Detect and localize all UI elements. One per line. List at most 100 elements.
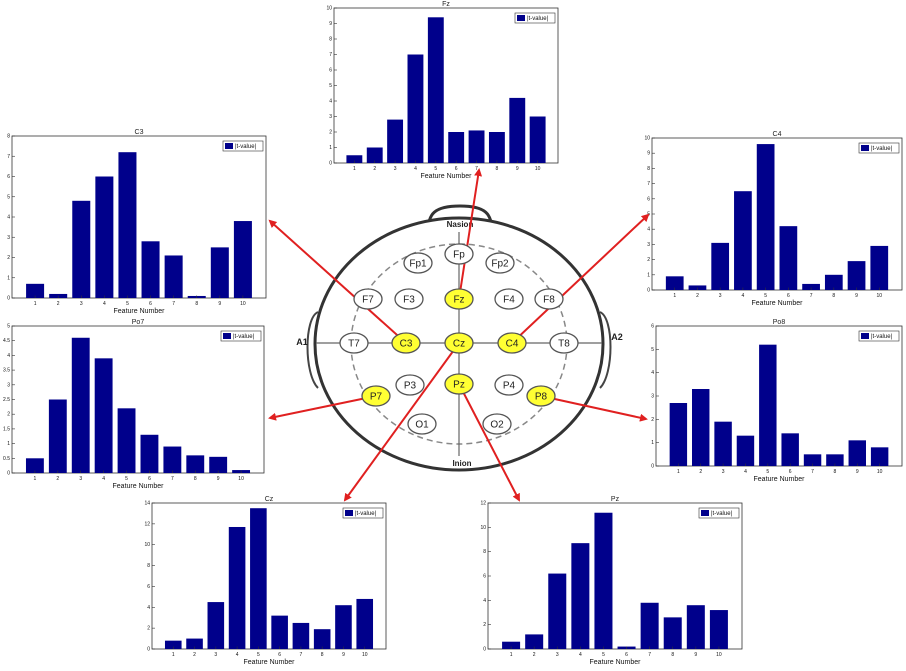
chart-fz-bar: [366, 147, 383, 163]
chart-pz-xlabel: Feature Number: [590, 659, 642, 666]
chart-c4: C4 0 1 2 3 4 5 6 7 8 9 10 1 2 3 4 5 6 7 8 9 10 Feature Number |…: [640, 130, 906, 312]
chart-c4-ytick-label: 9: [647, 151, 650, 157]
electrode-f8-marker: [534, 288, 564, 310]
chart-cz-xtick-label: 2: [193, 652, 196, 658]
chart-fz-ytick-label: 2: [329, 130, 332, 136]
chart-cz-bar: [186, 638, 203, 649]
chart-c3-ytick-label: 3: [7, 235, 10, 241]
electrode-p8-marker: [526, 385, 556, 407]
chart-c3-ytick-label: 8: [7, 134, 10, 140]
chart-fz-xtick-label: 1: [353, 166, 356, 172]
electrode-o1-marker: [407, 413, 437, 435]
chart-po7-ytick-label: 3: [7, 382, 10, 388]
chart-po8-bar: [669, 403, 688, 466]
chart-fz-legend-swatch: [517, 15, 525, 21]
chart-po8-ytick-label: 2: [651, 417, 654, 423]
chart-cz-ytick-label: 0: [147, 647, 150, 653]
chart-po8-xtick-label: 10: [877, 469, 883, 475]
electrode-o2-label: O2: [490, 420, 504, 431]
chart-pz-bar: [525, 634, 544, 649]
chart-pz-bar: [686, 605, 705, 649]
electrode-t8-label: T8: [558, 339, 570, 350]
chart-fz-xtick-label: 4: [414, 166, 417, 172]
chart-po7-xtick-label: 4: [102, 476, 105, 482]
chart-po8-ytick-label: 0: [651, 464, 654, 470]
chart-cz-title: Cz: [265, 496, 274, 503]
chart-po8-bar: [714, 421, 732, 466]
electrode-fp: Fp: [444, 243, 474, 265]
chart-po8-bar: [736, 435, 755, 466]
chart-c4-legend-swatch: [861, 145, 869, 151]
chart-c4-xtick-label: 4: [742, 293, 745, 299]
chart-fz-xtick-label: 10: [535, 166, 541, 172]
chart-c3-ytick-label: 0: [7, 296, 10, 302]
electrode-pz: Pz: [444, 373, 474, 395]
chart-pz-xtick-label: 6: [625, 652, 628, 658]
chart-fz-ytick-label: 3: [329, 114, 332, 120]
chart-c3-ytick-label: 4: [7, 215, 10, 221]
chart-po8-bar: [870, 447, 889, 466]
chart-fz-bar: [407, 54, 424, 163]
chart-c3-bar: [72, 200, 91, 298]
chart-po7-bar: [117, 408, 136, 473]
chart-c3: C3 0 1 2 3 4 5 6 7 8 1 2 3 4 5 6 7 8 9 10 Feature Number |t-v…: [0, 128, 270, 320]
chart-cz-ytick-label: 12: [144, 521, 150, 527]
chart-pz-legend-label: |t-value|: [711, 511, 733, 517]
chart-po7-bar: [140, 434, 159, 473]
chart-cz-xtick-label: 6: [278, 652, 281, 658]
chart-fz-xtick-label: 6: [455, 166, 458, 172]
chart-c4-legend-box: [858, 142, 900, 154]
chart-po7-ytick-label: 4: [7, 353, 10, 359]
chart-pz-ytick-label: 10: [480, 525, 486, 531]
electrode-f8: F8: [534, 288, 564, 310]
arrow-p7: [268, 395, 377, 421]
electrode-f4-label: F4: [503, 295, 515, 306]
chart-fz-bar: [468, 130, 485, 163]
chart-cz-xlabel: Feature Number: [244, 659, 296, 666]
chart-po7-legend-swatch: [223, 333, 231, 339]
chart-po8-bar: [803, 454, 822, 466]
chart-cz-ytick-label: 8: [147, 563, 150, 569]
chart-po7-ytick-label: 2: [7, 412, 10, 418]
chart-cz-bar: [356, 598, 374, 649]
chart-c3-bar: [210, 247, 229, 298]
chart-cz-xtick-label: 9: [342, 652, 345, 658]
electrode-fz-marker: [444, 288, 474, 310]
chart-pz-ytick-label: 8: [483, 549, 486, 555]
chart-c3-xtick-label: 10: [240, 301, 246, 307]
electrode-f4: F4: [494, 288, 524, 310]
chart-po8-bar: [848, 440, 866, 466]
chart-po7-bar: [48, 399, 67, 473]
chart-po8-ytick-label: 5: [651, 347, 654, 353]
chart-c4-bar: [802, 283, 820, 290]
chart-po8-xtick-label: 7: [811, 469, 814, 475]
chart-c4-bar: [734, 191, 752, 290]
chart-c3-bar: [141, 241, 160, 298]
chart-po8-legend-label: |t-value|: [871, 334, 893, 340]
electrode-c4: C4: [497, 332, 527, 354]
chart-cz-bar: [313, 629, 331, 649]
chart-pz-xtick-label: 9: [694, 652, 697, 658]
chart-po7-bar: [71, 337, 90, 473]
chart-c4-bar: [824, 274, 843, 290]
chart-fz-xtick-label: 2: [373, 166, 376, 172]
chart-c3-bar: [118, 152, 137, 298]
chart-pz-ytick-label: 4: [483, 598, 486, 604]
chart-c4-legend-label: |t-value|: [871, 146, 893, 152]
electrode-c3-marker: [391, 332, 421, 354]
chart-c3-xtick-label: 7: [172, 301, 175, 307]
chart-po8-xtick-label: 1: [677, 469, 680, 475]
electrode-pz-marker: [444, 373, 474, 395]
chart-po7-svg: Po7 0 0.5 1 1.5 2 2.5 3 3.5 4 4.5 5 1 2 3 4 5 6 7 8 9 10 Featu…: [3, 319, 265, 490]
chart-c3-legend-label: |t-value|: [235, 144, 257, 150]
chart-cz-bar: [228, 526, 246, 649]
chart-po8-ytick-label: 1: [651, 440, 654, 446]
chart-c3-bar: [26, 283, 45, 298]
electrode-cz-marker: [444, 332, 474, 354]
chart-pz-bar: [663, 617, 682, 649]
chart-po7-xtick-label: 7: [171, 476, 174, 482]
chart-pz: Pz 0 2 4 6 8 10 12 1 2 3 4 5 6 7 8 9 10 Feature Number |t-v…: [476, 495, 746, 671]
electrode-p4: P4: [494, 374, 524, 396]
